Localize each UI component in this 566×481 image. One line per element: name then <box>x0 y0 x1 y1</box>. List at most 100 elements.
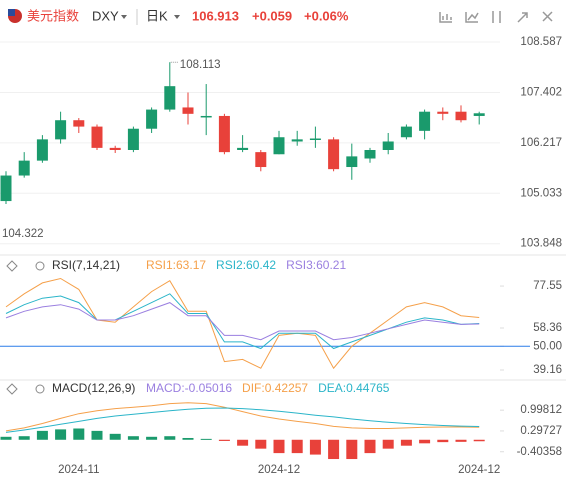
candle-body <box>36 139 48 161</box>
histogram-bar <box>473 439 485 442</box>
candle-body <box>437 111 449 114</box>
histogram-bar <box>218 439 230 441</box>
candle-body <box>255 152 267 168</box>
rsi-icons[interactable] <box>6 260 45 272</box>
dropdown-arrow <box>174 15 180 19</box>
legend-entry: RSI1:63.17 <box>146 258 206 272</box>
y-tick-label: 108.587 <box>520 36 562 48</box>
candle-body <box>364 150 376 159</box>
candle-body <box>109 147 121 150</box>
candle-body <box>218 115 230 153</box>
series-line <box>5 407 480 433</box>
y-tick-label: 39.16 <box>533 364 562 376</box>
candle-body <box>73 120 85 127</box>
high-label: 108.113 <box>180 59 221 71</box>
low-label: 104.322 <box>2 228 44 240</box>
y-tick-label: 105.033 <box>520 187 562 199</box>
histogram-bar <box>91 430 103 440</box>
histogram-bar <box>73 428 85 440</box>
tool-close[interactable] <box>542 11 553 22</box>
flag-canton <box>8 9 15 16</box>
y-tick-label: 0.99812 <box>520 404 562 416</box>
histogram-bar <box>36 430 48 440</box>
candle-body <box>473 113 485 116</box>
candle-body <box>346 156 358 168</box>
change-pct: +0.06% <box>304 8 349 23</box>
candle-body <box>182 107 194 114</box>
y-tick-label: 103.848 <box>520 238 562 250</box>
y-tick-label: 107.402 <box>520 86 562 98</box>
series-line <box>5 302 480 341</box>
y-tick-label: 50.00 <box>533 340 562 352</box>
candle-body <box>273 137 285 155</box>
legend-entry: RSI3:60.21 <box>286 258 346 272</box>
y-tick-label: 106.217 <box>520 137 562 149</box>
series-line <box>5 402 480 432</box>
x-tick-label: 2024-12 <box>258 464 300 476</box>
histogram-bar <box>255 439 267 449</box>
symbol[interactable]: DXY <box>92 8 119 23</box>
candle-body <box>146 109 158 129</box>
candle-body <box>400 126 412 138</box>
legend-entry: RSI2:60.42 <box>216 258 276 272</box>
gear-icon[interactable] <box>35 261 45 271</box>
histogram-bar <box>164 436 176 440</box>
tool-line[interactable] <box>465 12 479 23</box>
change: +0.059 <box>252 8 292 23</box>
legend-entry: MACD:-0.05016 <box>146 381 232 395</box>
tool-indicator[interactable] <box>439 12 452 23</box>
legend-entry: DIF:0.42257 <box>242 381 308 395</box>
y-tick-label: 0.29727 <box>520 425 562 437</box>
gear-icon[interactable] <box>35 384 45 394</box>
candle-body <box>455 111 467 121</box>
histogram-bar <box>237 439 249 446</box>
candle-body <box>18 160 30 176</box>
toolbar[interactable] <box>439 11 553 23</box>
candle-body <box>0 175 12 202</box>
dropdown-arrow <box>121 15 127 19</box>
histogram-bar <box>200 438 212 440</box>
candle-body <box>55 120 67 140</box>
tool-candle[interactable] <box>492 11 501 23</box>
period[interactable]: 日K <box>146 8 168 23</box>
x-tick-label: 2024-12 <box>458 464 500 476</box>
candle-body <box>91 126 103 148</box>
candle-body <box>127 128 139 150</box>
histogram-bar <box>291 439 303 454</box>
histogram-bar <box>182 437 194 440</box>
histogram-bar <box>55 429 67 440</box>
y-tick-label: 77.55 <box>533 280 562 292</box>
histogram-bar <box>273 439 285 454</box>
candle-body <box>419 111 431 131</box>
histogram-bar <box>346 439 358 460</box>
eye-icon[interactable] <box>6 260 18 272</box>
histogram-bar <box>419 439 431 444</box>
series-line <box>5 277 480 370</box>
candle-body <box>291 139 303 142</box>
price: 106.913 <box>192 8 239 23</box>
histogram-bar <box>127 436 139 440</box>
histogram-bar <box>382 439 394 449</box>
histogram-bar <box>364 439 376 454</box>
y-tick-label: 58.36 <box>533 322 562 334</box>
candle-body <box>382 141 394 150</box>
x-tick-label: 2024-11 <box>58 464 99 476</box>
histogram-bar <box>0 436 12 440</box>
candle-body <box>328 139 340 170</box>
eye-icon[interactable] <box>6 383 18 395</box>
histogram-bar <box>309 439 321 455</box>
macd-icons[interactable] <box>6 383 45 395</box>
histogram-bar <box>146 436 158 440</box>
candle-body <box>200 115 212 118</box>
index-name: 美元指数 <box>27 8 79 23</box>
series-line <box>5 293 480 350</box>
histogram-bar <box>400 439 412 446</box>
histogram-bar <box>18 436 30 440</box>
tool-expand[interactable] <box>517 12 528 23</box>
histogram-bar <box>109 433 121 440</box>
candle-body <box>164 86 176 110</box>
macd-title: MACD(12,26,9) <box>52 381 135 395</box>
candle-body <box>309 138 321 141</box>
